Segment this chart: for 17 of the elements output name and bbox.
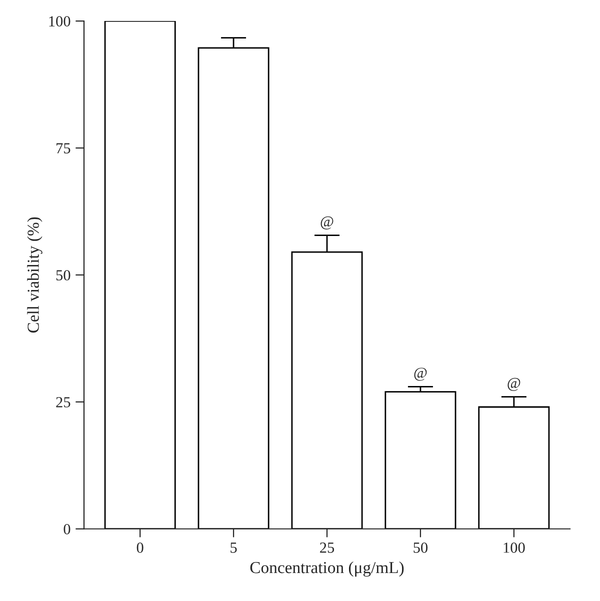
y-axis-title: Cell viability (%) [27,217,42,333]
annotation: @ [508,378,520,391]
x-tick-label: 25 [320,542,334,553]
y-tick-label: 0 [64,524,70,534]
annotation: @ [414,368,427,381]
y-tick-label: 100 [49,16,70,26]
x-tick-label: 0 [136,542,144,553]
x-tick-label: 50 [414,542,428,553]
bar [384,391,456,529]
x-tick-label: 100 [504,542,525,553]
y-tick-label: 25 [56,397,70,408]
x-tick-label: 5 [230,542,237,553]
y-tick-label: 75 [56,143,70,154]
bar [104,21,176,529]
y-tick-label: 50 [56,270,70,280]
annotation: @ [320,216,334,230]
x-axis-title: Concentration (μg/mL) [250,561,404,577]
